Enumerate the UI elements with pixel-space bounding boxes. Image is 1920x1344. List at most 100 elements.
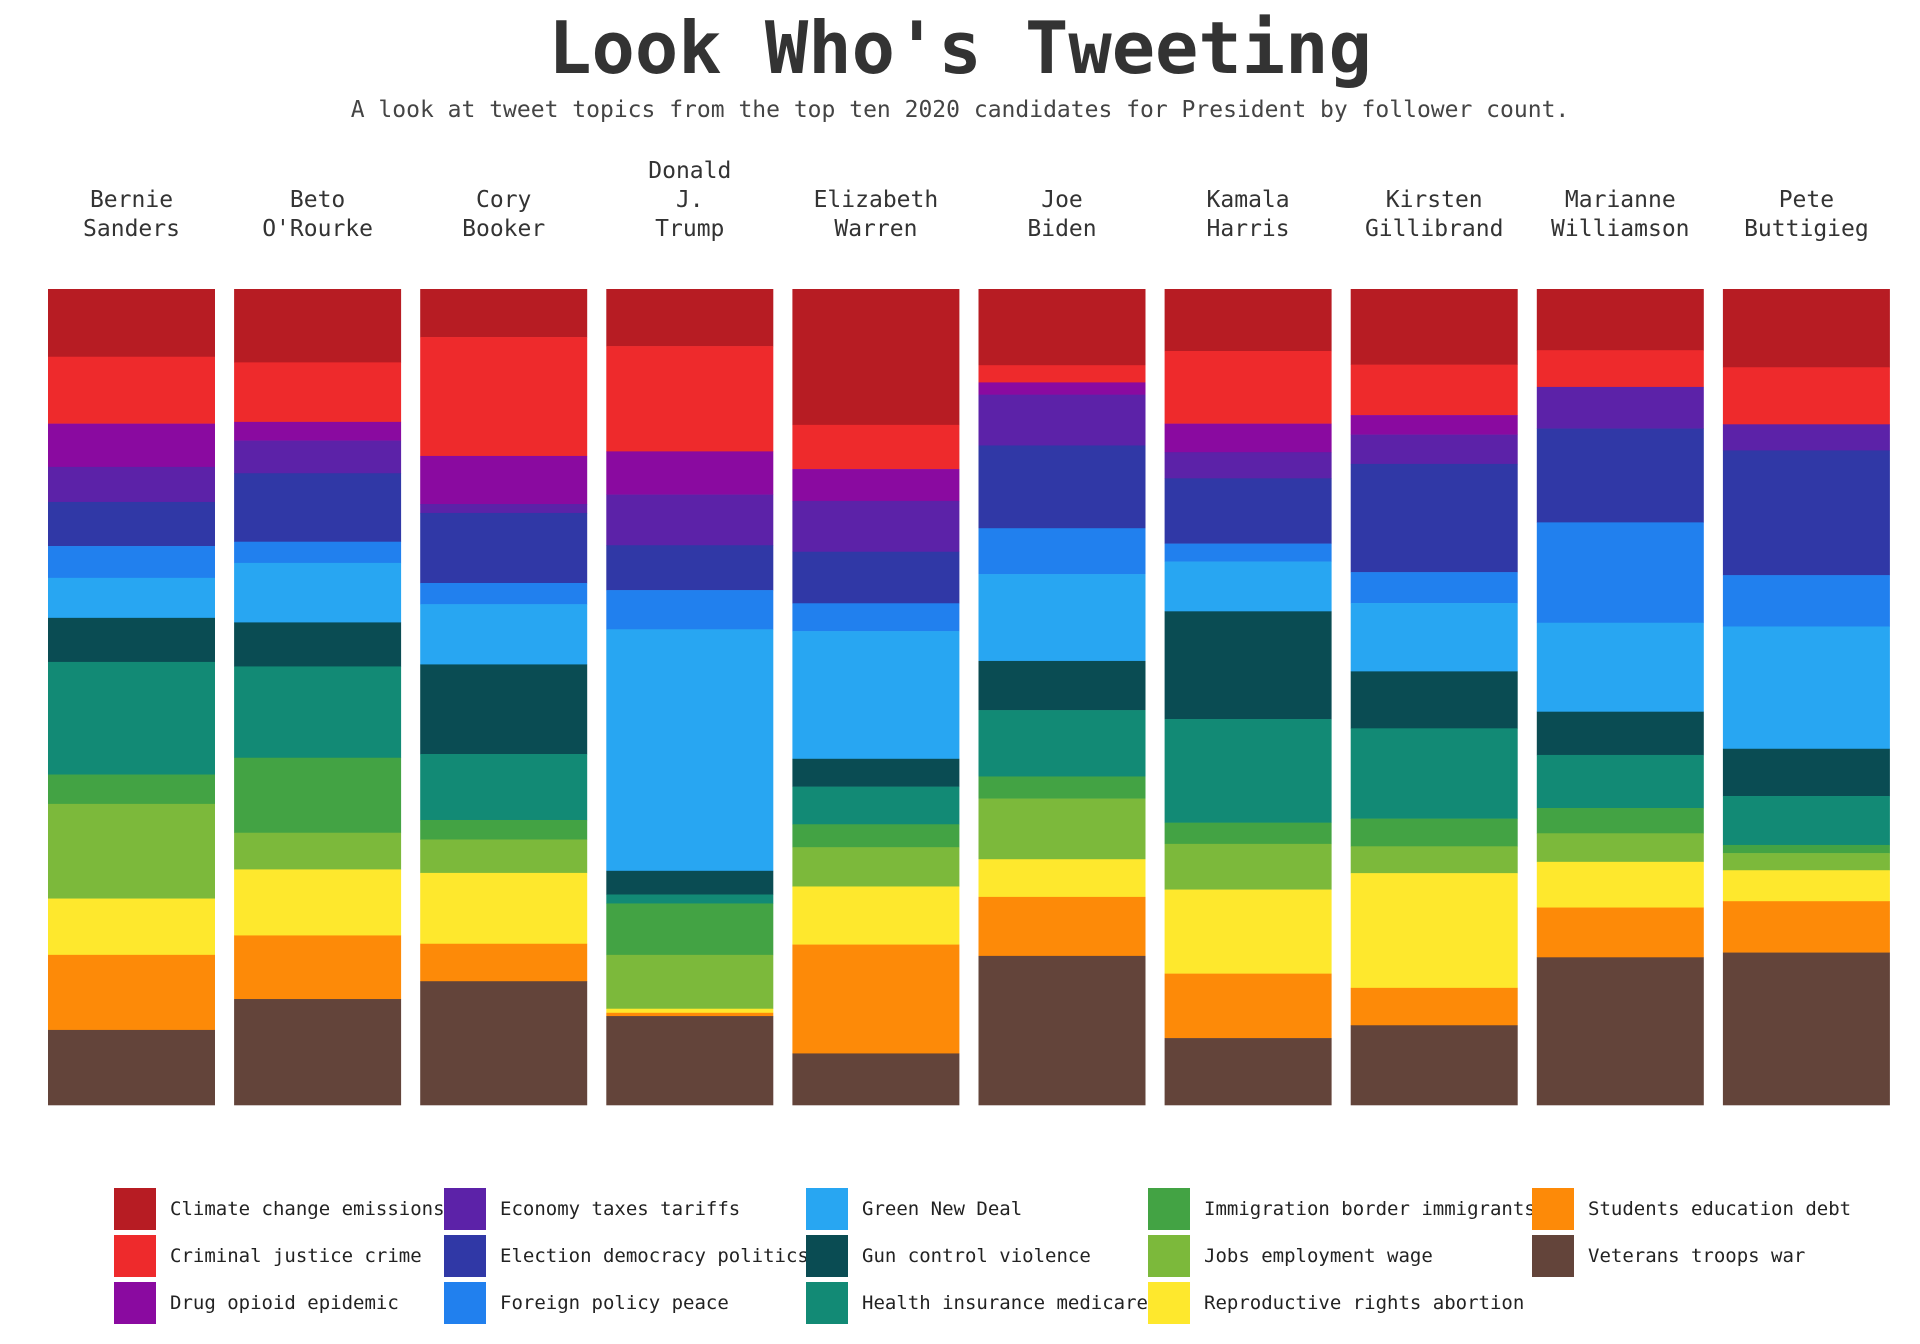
bar-segment <box>1164 719 1332 823</box>
bar-segment <box>792 631 960 760</box>
legend-label: Gun control violence <box>862 1245 1091 1267</box>
candidate-label: Beto O'Rourke <box>262 187 373 242</box>
bar-segment <box>420 289 588 338</box>
bar-segment <box>1350 364 1518 416</box>
bar-segment <box>234 666 402 759</box>
legend-label: Foreign policy peace <box>500 1292 729 1314</box>
legend-item: Immigration border immigrants <box>1148 1188 1536 1230</box>
legend-swatch <box>114 1282 156 1324</box>
stacked-bar-chart: Bernie Sanders Beto O'Rourke Cory Booker Donal… <box>48 158 1890 1106</box>
bar-segment <box>48 289 215 358</box>
bar-segment <box>48 546 215 579</box>
legend-label: Green New Deal <box>862 1198 1023 1220</box>
legend-swatch <box>806 1282 848 1324</box>
bar-segment <box>1350 728 1518 819</box>
legend-swatch <box>1148 1282 1190 1324</box>
bar-segment <box>1722 901 1890 953</box>
bar-segment <box>48 501 215 547</box>
bar-segment <box>1350 846 1518 874</box>
bar-segment <box>792 289 960 426</box>
bar-segment <box>1164 822 1332 845</box>
bar-segment <box>48 661 215 775</box>
bar-segment <box>606 494 774 546</box>
bar-segment <box>792 847 960 887</box>
bar-segment <box>234 832 402 870</box>
bar-segment <box>234 541 402 564</box>
bar-segment <box>234 757 402 834</box>
bar-segment <box>978 365 1146 383</box>
candidate-label: Donald J. Trump <box>648 158 731 242</box>
legend-item: Drug opioid epidemic <box>114 1282 399 1324</box>
bar-segment <box>1350 603 1518 672</box>
bar-segment <box>48 356 215 424</box>
legend-item: Criminal justice crime <box>114 1235 422 1277</box>
bar-segment <box>792 603 960 632</box>
candidate-label: Kamala Harris <box>1207 187 1290 242</box>
bar-segment <box>978 955 1146 1106</box>
bar-segment <box>1722 853 1890 871</box>
bar-segment <box>1164 843 1332 890</box>
bar-segment <box>1722 367 1890 425</box>
bar-segment <box>48 774 215 805</box>
bar-segment <box>606 545 774 591</box>
bar-segment <box>1164 478 1332 544</box>
legend-label: Veterans troops war <box>1588 1245 1806 1267</box>
candidate-label: Kirsten Gillibrand <box>1365 187 1503 242</box>
bar-segment <box>1536 754 1704 809</box>
legend-label: Reproductive rights abortion <box>1204 1292 1525 1314</box>
bar-segment <box>1536 807 1704 834</box>
bar-segment <box>606 590 774 630</box>
bar-segment <box>1536 522 1704 624</box>
bar-segment <box>234 362 402 423</box>
bar-segment <box>1164 351 1332 424</box>
bar-segment <box>1164 543 1332 562</box>
bar-segment <box>1536 428 1704 523</box>
candidate-label: Bernie Sanders <box>83 187 180 242</box>
bar-segment <box>234 440 402 474</box>
bar-segment <box>1722 748 1890 797</box>
legend-item: Gun control violence <box>806 1235 1091 1277</box>
bar-segment <box>1536 711 1704 756</box>
bar-segment <box>1722 626 1890 750</box>
candidate-label: Cory Booker <box>462 187 545 242</box>
bar-segment <box>48 423 215 468</box>
candidate-label: Elizabeth Warren <box>814 187 939 242</box>
bar-segment <box>978 660 1146 711</box>
bar-segment <box>978 776 1146 799</box>
candidate-label: Pete Buttigieg <box>1744 187 1869 242</box>
bar-segment <box>1164 423 1332 453</box>
bar-segment <box>1350 572 1518 604</box>
bar-segment <box>1350 818 1518 847</box>
bar-segment <box>792 469 960 502</box>
legend-item: Veterans troops war <box>1532 1235 1805 1277</box>
bar-segment <box>978 798 1146 860</box>
bar-segment <box>1164 1038 1332 1106</box>
bar-segment <box>978 896 1146 957</box>
candidate-label: Marianne Williamson <box>1551 187 1689 242</box>
bar-segment <box>1350 873 1518 989</box>
legend-label: Election democracy politics <box>500 1245 809 1267</box>
bar-segment <box>1350 463 1518 573</box>
bar-segment <box>48 466 215 503</box>
legend-item: Students education debt <box>1532 1188 1851 1230</box>
bar-segment <box>1350 415 1518 435</box>
legend-item: Foreign policy peace <box>444 1282 729 1324</box>
bar-segment <box>1536 907 1704 958</box>
legend-item: Election democracy politics <box>444 1235 809 1277</box>
chart-subtitle: A look at tweet topics from the top ten … <box>350 97 1570 123</box>
bar-segment <box>606 1012 774 1017</box>
bar-segment <box>420 337 588 457</box>
bar-segment <box>1164 561 1332 612</box>
legend-swatch <box>1148 1235 1190 1277</box>
legend-swatch <box>1532 1188 1574 1230</box>
bar-segment <box>606 1008 774 1014</box>
bar-segment <box>420 943 588 982</box>
bar-segment <box>606 894 774 904</box>
bar-segment <box>420 664 588 755</box>
bar-segment <box>978 710 1146 777</box>
bar-segment <box>978 574 1146 662</box>
bar-segment <box>606 1016 774 1106</box>
bar-segment <box>420 503 588 514</box>
legend-swatch <box>806 1235 848 1277</box>
bar-segment <box>606 903 774 956</box>
